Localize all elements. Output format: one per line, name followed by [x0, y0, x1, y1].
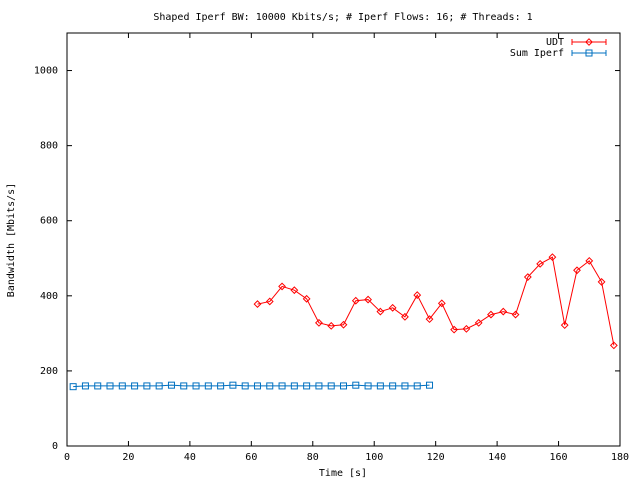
x-tick-label: 60	[245, 452, 257, 463]
plot-frame	[66, 32, 621, 447]
data-point	[229, 381, 237, 389]
y-axis-label: Bandwidth [Mbits/s]	[6, 183, 17, 297]
data-point	[560, 321, 569, 330]
data-point	[278, 282, 286, 291]
x-tick-label: 160	[550, 452, 568, 463]
data-point	[118, 382, 126, 390]
data-point	[487, 310, 495, 319]
plot-border	[66, 32, 621, 447]
x-tick-label: 100	[365, 452, 383, 463]
data-point	[548, 253, 557, 262]
data-point	[474, 318, 483, 327]
data-point	[364, 295, 372, 304]
series-line	[257, 256, 615, 346]
data-point	[290, 286, 299, 295]
x-tick-label: 20	[122, 452, 134, 463]
y-axis: 0 200 400 600 800 1000	[34, 66, 620, 452]
x-tick-label: 40	[184, 452, 196, 463]
x-tick-label: 0	[64, 452, 70, 463]
y-tick-label: 600	[40, 216, 58, 227]
data-point	[81, 382, 89, 390]
data-point	[511, 310, 520, 319]
data-point	[180, 382, 188, 390]
data-point	[327, 382, 335, 390]
data-point	[340, 382, 347, 390]
data-point	[266, 382, 274, 390]
data-point	[94, 382, 102, 390]
y-tick-label: 200	[40, 366, 58, 377]
data-point	[253, 382, 261, 390]
data-point	[573, 266, 581, 275]
series-layer	[69, 253, 618, 391]
data-point	[241, 382, 249, 390]
legend-marker	[585, 38, 593, 46]
data-point	[609, 341, 618, 350]
data-point	[204, 382, 212, 390]
data-point	[376, 307, 385, 316]
y-tick-label: 1000	[34, 66, 58, 77]
data-point	[327, 321, 336, 330]
series-sum-iperf	[69, 381, 434, 391]
data-point	[413, 382, 421, 390]
data-point	[413, 291, 422, 299]
x-tick-label: 140	[488, 452, 506, 463]
data-point	[425, 315, 434, 324]
x-tick-label: 80	[307, 452, 319, 463]
data-point	[131, 382, 139, 390]
y-tick-label: 400	[40, 291, 58, 302]
data-point	[389, 382, 397, 390]
legend-label: Sum Iperf	[510, 48, 564, 59]
series-udt	[253, 253, 618, 350]
data-point	[155, 382, 163, 390]
data-point	[315, 382, 323, 390]
data-point	[426, 381, 434, 389]
data-point	[167, 381, 175, 389]
data-point	[253, 300, 262, 308]
data-point	[523, 273, 532, 281]
data-point	[69, 383, 77, 391]
y-tick-label: 0	[52, 441, 58, 452]
data-point	[364, 382, 372, 390]
data-point	[192, 382, 200, 390]
data-point	[217, 382, 225, 390]
x-tick-label: 120	[427, 452, 445, 463]
data-point	[536, 259, 545, 268]
data-point	[351, 296, 360, 305]
data-point	[437, 299, 446, 308]
data-point	[499, 307, 508, 316]
chart-title: Shaped Iperf BW: 10000 Kbits/s; # Iperf …	[153, 12, 532, 23]
data-point	[352, 381, 360, 389]
x-axis: 0 20 40 60 80 100 120 140 160 180	[64, 33, 629, 463]
data-point	[339, 320, 348, 329]
data-point	[388, 303, 397, 312]
data-point	[302, 294, 311, 303]
data-point	[315, 318, 323, 327]
legend-marker	[585, 49, 593, 57]
data-point	[290, 382, 298, 390]
legend-label: UDT	[546, 37, 564, 48]
series-line	[73, 384, 430, 388]
data-point	[143, 382, 151, 390]
data-point	[401, 312, 409, 321]
data-point	[450, 325, 459, 334]
data-point	[585, 256, 594, 265]
data-point	[265, 297, 274, 306]
y-tick-label: 800	[40, 141, 58, 152]
x-axis-label: Time [s]	[319, 468, 367, 479]
x-tick-label: 180	[611, 452, 629, 463]
data-point	[278, 382, 286, 390]
data-point	[106, 382, 114, 390]
data-point	[303, 382, 311, 390]
data-point	[462, 324, 471, 333]
data-point	[376, 382, 384, 390]
data-point	[597, 278, 606, 286]
data-point	[401, 382, 409, 390]
